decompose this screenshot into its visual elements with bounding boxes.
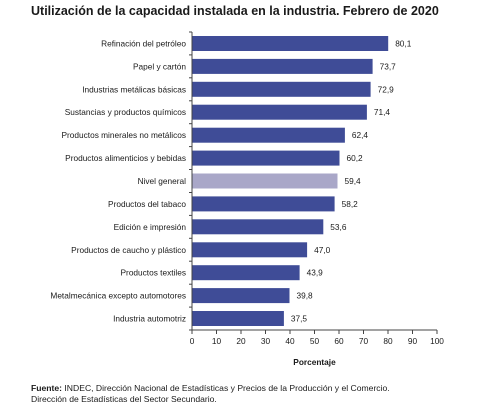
x-tick-label: 60: [334, 336, 344, 346]
data-label: 80,1: [395, 39, 412, 49]
bar: [192, 81, 371, 97]
bar: [192, 150, 340, 166]
data-label: 53,6: [330, 222, 347, 232]
category-label: Productos del tabaco: [108, 199, 186, 209]
x-tick-label: 20: [236, 336, 246, 346]
x-tick-label: 100: [430, 336, 444, 346]
x-tick-label: 10: [212, 336, 222, 346]
category-label: Productos minerales no metálicos: [61, 130, 186, 140]
source-line-2: Dirección de Estadísticas del Sector Sec…: [31, 394, 217, 404]
category-label: Productos alimenticios y bebidas: [65, 153, 186, 163]
category-label: Productos de caucho y plástico: [71, 245, 186, 255]
bar: [192, 104, 367, 120]
bar: [192, 36, 389, 51]
x-tick-label: 70: [359, 336, 369, 346]
data-label: 59,4: [345, 176, 362, 186]
data-label: 60,2: [347, 153, 364, 163]
bar-chart: Refinación del petróleo 80,1 Papel y cartó…: [50, 31, 444, 367]
data-label: 39,8: [297, 291, 314, 301]
bar: [192, 58, 373, 74]
source-label: Fuente:: [31, 383, 63, 393]
bar: [192, 265, 300, 281]
bar: [192, 288, 290, 304]
category-label: Productos textiles: [121, 268, 186, 278]
category-label: Refinación del petróleo: [101, 39, 186, 49]
source-note: Fuente: INDEC, Dirección Nacional de Est…: [31, 383, 390, 405]
category-label: Papel y cartón: [133, 61, 186, 71]
x-tick-label: 50: [310, 336, 320, 346]
category-label: Edición e impresión: [114, 222, 187, 232]
category-label: Industria automotriz: [113, 314, 186, 324]
category-label: Industrias metálicas básicas: [82, 84, 186, 94]
bar: [192, 242, 308, 258]
x-tick-label: 40: [285, 336, 295, 346]
category-label: Metalmecánica excepto automotores: [50, 291, 186, 301]
category-label: Sustancias y productos químicos: [65, 107, 186, 117]
data-label: 71,4: [374, 107, 391, 117]
data-label: 73,7: [380, 61, 397, 71]
bar: [192, 196, 335, 212]
x-tick-label: 80: [383, 336, 393, 346]
bar: [192, 219, 324, 235]
x-axis-title: Porcentaje: [293, 357, 336, 367]
data-label: 37,5: [291, 314, 308, 324]
chart-title: Utilización de la capacidad instalada en…: [31, 4, 439, 18]
data-label: 72,9: [378, 84, 395, 94]
x-tick-label: 90: [408, 336, 418, 346]
data-label: 62,4: [352, 130, 369, 140]
bar: [192, 173, 338, 189]
data-label: 43,9: [307, 268, 324, 278]
bar: [192, 127, 345, 143]
source-line-1: INDEC, Dirección Nacional de Estadística…: [62, 383, 390, 393]
category-label: Nivel general: [138, 176, 187, 186]
data-label: 47,0: [314, 245, 331, 255]
x-tick-label: 0: [190, 336, 195, 346]
x-tick-label: 30: [261, 336, 271, 346]
bar: [192, 311, 284, 326]
data-label: 58,2: [342, 199, 359, 209]
